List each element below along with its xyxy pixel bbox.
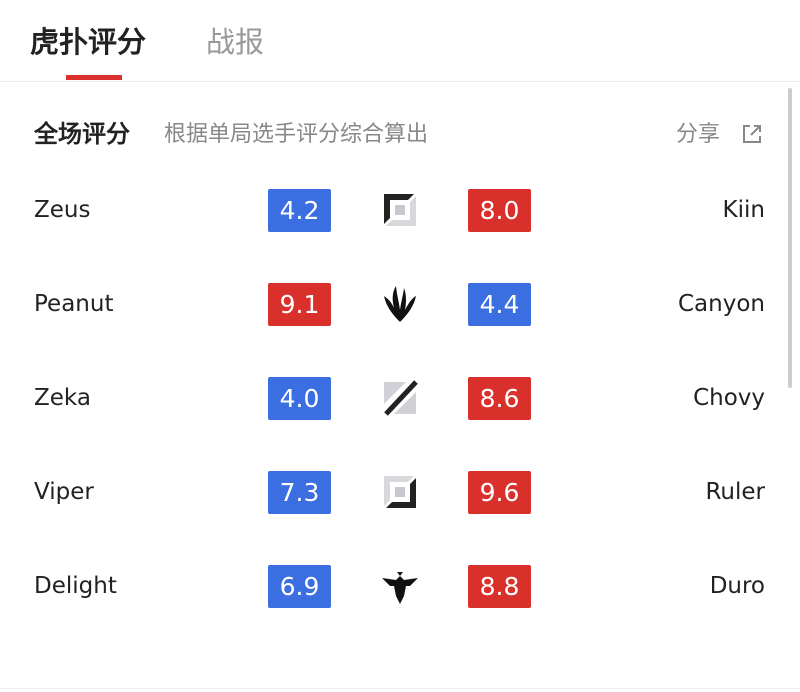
- left-score-badge: 6.9: [268, 565, 331, 608]
- tab-battle-report[interactable]: 战报: [206, 25, 265, 59]
- right-player-name[interactable]: Ruler: [705, 479, 765, 505]
- support-icon: [382, 572, 418, 604]
- left-player-name[interactable]: Viper: [34, 479, 94, 505]
- right-player-name[interactable]: Kiin: [722, 197, 765, 223]
- right-score-badge: 8.0: [468, 189, 531, 232]
- player-matchup-row: Delight 6.9 8.8 Duro: [0, 564, 800, 608]
- left-score-badge: 4.2: [268, 189, 331, 232]
- mid-lane-icon: [384, 380, 418, 416]
- player-matchup-row: Zeka 4.0 8.6 Chovy: [0, 376, 800, 420]
- left-score-badge: 9.1: [268, 283, 331, 326]
- left-score-badge: 4.0: [268, 377, 331, 420]
- jungle-icon: [384, 286, 416, 322]
- player-matchup-row: Zeus 4.2 8.0 Kiin: [0, 188, 800, 232]
- scrollbar[interactable]: [788, 88, 792, 388]
- top-lane-icon: [384, 194, 416, 226]
- tab-bar: 虎扑评分 战报: [0, 0, 800, 82]
- section-subtitle: 根据单局选手评分综合算出: [164, 122, 429, 147]
- right-score-badge: 4.4: [468, 283, 531, 326]
- right-player-name[interactable]: Duro: [709, 573, 765, 599]
- right-player-name[interactable]: Canyon: [678, 291, 765, 317]
- share-button[interactable]: 分享: [676, 122, 721, 147]
- external-link-icon[interactable]: [742, 124, 762, 144]
- tab-hupu-rating[interactable]: 虎扑评分: [30, 25, 147, 59]
- active-tab-indicator: [66, 75, 122, 80]
- screen-corner: [760, 0, 800, 80]
- left-player-name[interactable]: Peanut: [34, 291, 114, 317]
- right-player-name[interactable]: Chovy: [693, 385, 765, 411]
- divider: [0, 688, 800, 689]
- right-score-badge: 8.6: [468, 377, 531, 420]
- section-title: 全场评分: [34, 120, 130, 148]
- player-matchup-row: Peanut 9.1 4.4 Canyon: [0, 282, 800, 326]
- player-matchup-row: Viper 7.3 9.6 Ruler: [0, 470, 800, 514]
- left-player-name[interactable]: Zeus: [34, 197, 91, 223]
- right-score-badge: 8.8: [468, 565, 531, 608]
- left-player-name[interactable]: Zeka: [34, 385, 91, 411]
- left-score-badge: 7.3: [268, 471, 331, 514]
- bot-lane-icon: [384, 476, 416, 508]
- left-player-name[interactable]: Delight: [34, 573, 117, 599]
- right-score-badge: 9.6: [468, 471, 531, 514]
